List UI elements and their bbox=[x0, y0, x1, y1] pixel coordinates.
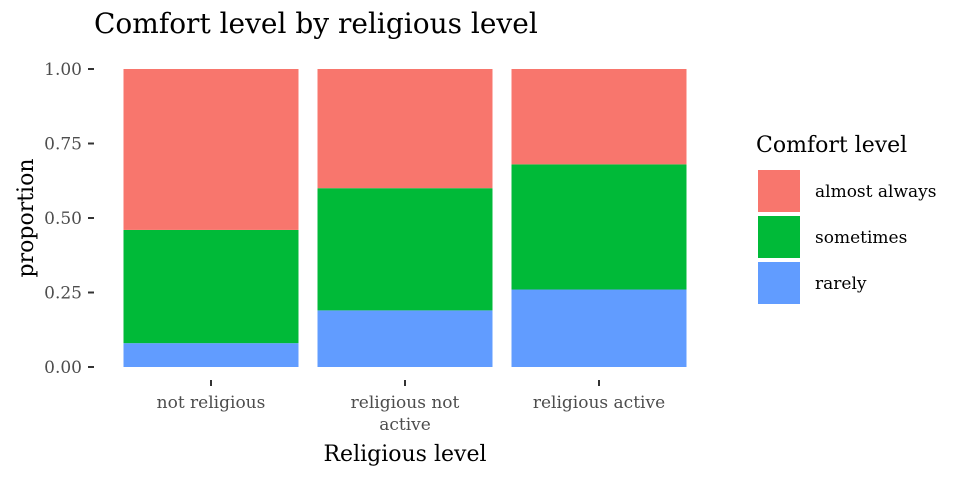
bar-religious-active-almost-always bbox=[511, 69, 687, 165]
legend-label-rarely: rarely bbox=[815, 274, 867, 294]
x-axis-title: Religious level bbox=[323, 442, 486, 467]
y-axis-title: proportion bbox=[14, 159, 39, 278]
legend-label-sometimes: sometimes bbox=[815, 228, 907, 248]
y-tick-label: 1.00 bbox=[44, 60, 82, 80]
legend-swatch-rarely bbox=[758, 262, 800, 304]
y-tick-label: 0.25 bbox=[44, 284, 82, 304]
chart-title: Comfort level by religious level bbox=[94, 7, 538, 40]
y-axis: 0.00 0.25 0.50 0.75 1.00 bbox=[44, 60, 94, 378]
x-tick-label: religious not bbox=[351, 393, 460, 413]
y-tick-label: 0.75 bbox=[44, 135, 82, 155]
x-tick-label: religious active bbox=[533, 393, 665, 413]
legend-swatch-sometimes bbox=[758, 216, 800, 258]
y-tick-label: 0.50 bbox=[44, 209, 82, 229]
bar-not-religious-rarely bbox=[123, 343, 299, 367]
legend-label-almost-always: almost always bbox=[815, 182, 936, 202]
legend: Comfort level almost always sometimes rare… bbox=[756, 133, 936, 304]
bar-not-religious-sometimes bbox=[123, 229, 299, 344]
bar-religious-not-active-sometimes bbox=[317, 188, 493, 311]
bar-religious-active-sometimes bbox=[511, 164, 687, 290]
y-tick-label: 0.00 bbox=[44, 358, 82, 378]
bar-religious-active-rarely bbox=[511, 289, 687, 367]
bar-religious-not-active-almost-always bbox=[317, 69, 493, 189]
bar-religious-not-active-rarely bbox=[317, 310, 493, 367]
legend-swatch-almost-always bbox=[758, 170, 800, 212]
bar-not-religious-almost-always bbox=[123, 69, 299, 230]
bar-layer bbox=[123, 69, 687, 367]
x-tick-label: not religious bbox=[157, 393, 266, 413]
legend-title: Comfort level bbox=[756, 133, 907, 158]
x-tick-label: active bbox=[379, 415, 431, 435]
